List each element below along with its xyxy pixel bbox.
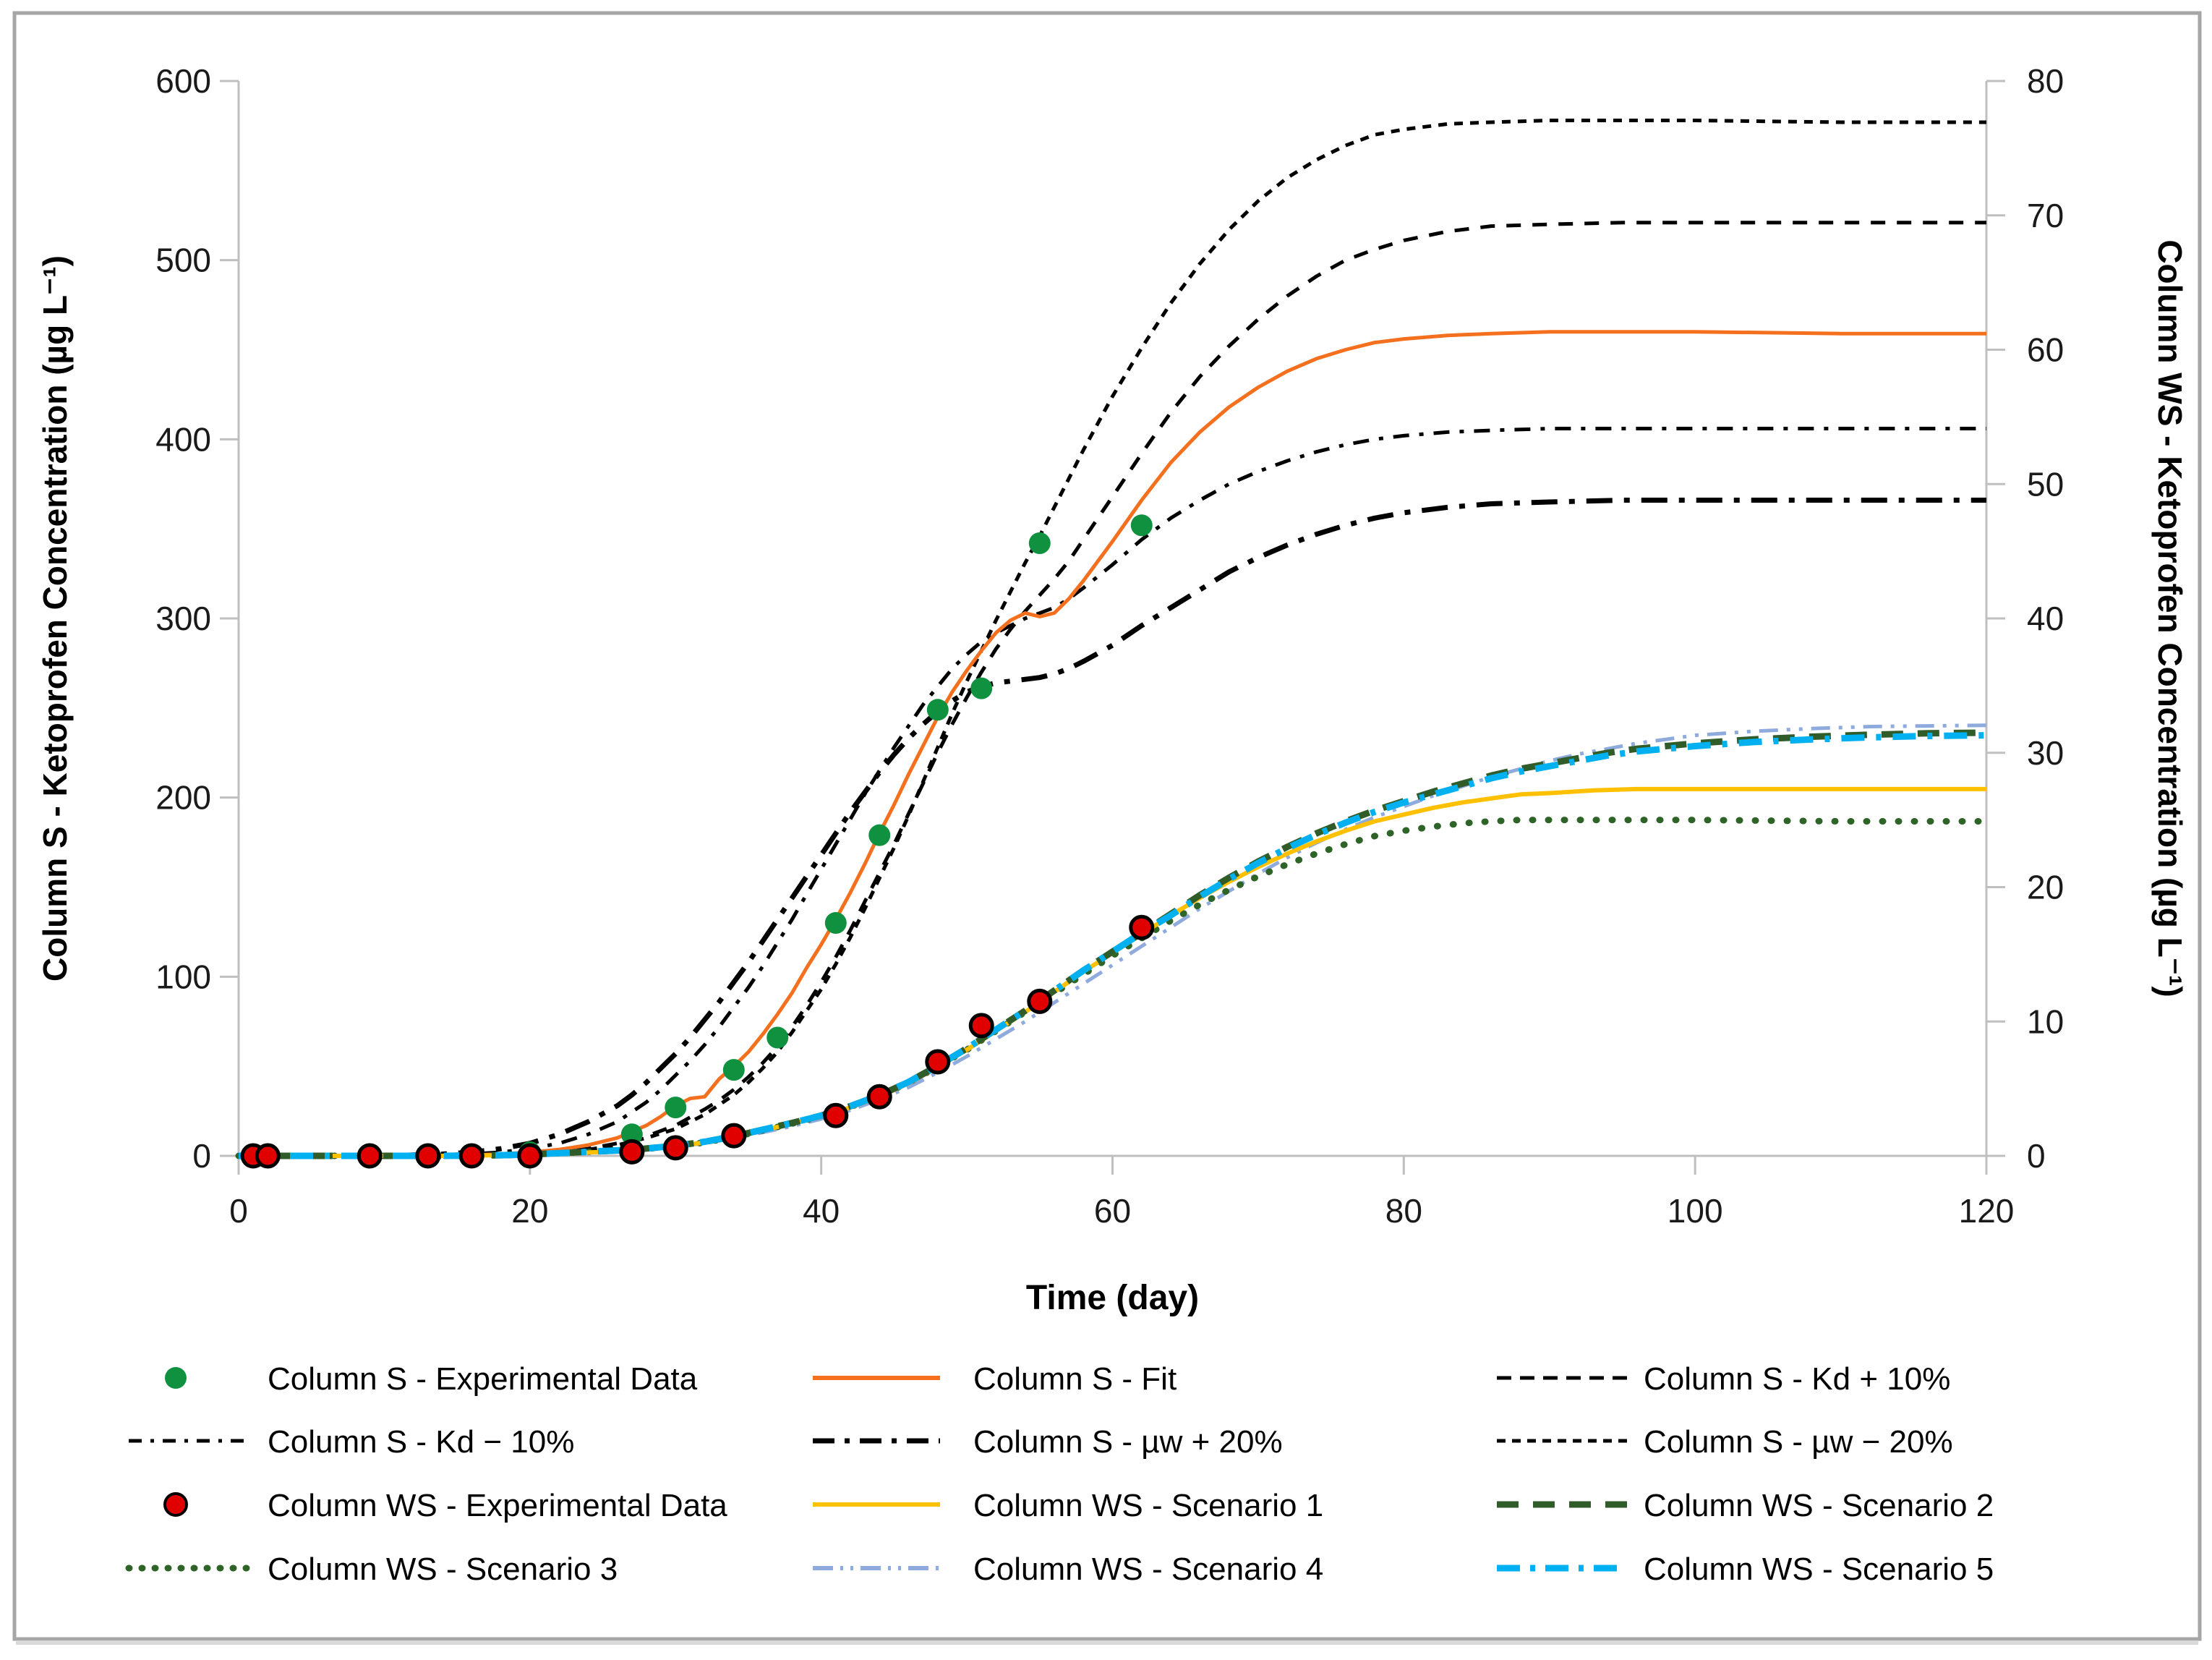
point-column-s-experimental-data [1028,532,1051,554]
point-column-ws-experimental-data [866,1084,892,1110]
right-axis-title: Column WS - Ketoprofen Concentration (µg… [2151,239,2189,997]
point-column-ws-experimental-data [925,1049,951,1075]
left-axis-tick-label: 600 [155,62,211,100]
x-axis-tick-label: 120 [1959,1192,2015,1230]
point-column-ws-experimental-data [356,1143,383,1169]
legend-label-column-s-kd-10-: Column S - Kd + 10% [1644,1361,1950,1397]
point-column-s-experimental-data [970,677,993,699]
legend-label-column-ws-scenario-5: Column WS - Scenario 5 [1644,1552,1994,1587]
right-axis-tick-label: 20 [2027,869,2064,906]
left-axis-tick-label: 0 [192,1137,211,1175]
right-axis-tick-label: 30 [2027,734,2064,772]
x-axis-tick-label: 80 [1385,1192,1422,1230]
point-column-ws-experimental-data [619,1138,645,1165]
right-axis-tick-label: 80 [2027,62,2064,100]
legend-label-column-s-kd-10-: Column S - Kd − 10% [268,1424,574,1460]
x-axis-tick-label: 20 [511,1192,548,1230]
right-axis-tick-label: 10 [2027,1003,2064,1040]
point-column-ws-experimental-data [415,1143,441,1169]
legend-marker-column-ws-experimental-data [163,1492,188,1517]
x-axis-title: Time (day) [1026,1279,1199,1317]
right-axis-tick-label: 40 [2027,600,2064,637]
point-column-ws-experimental-data [255,1143,281,1169]
point-column-s-experimental-data [926,699,949,721]
point-column-s-experimental-data [665,1097,687,1119]
point-column-ws-experimental-data [721,1123,747,1149]
point-column-s-experimental-data [722,1059,745,1081]
point-column-s-experimental-data [1130,514,1153,537]
legend-label-column-s-w-20-: Column S - µw − 20% [1644,1424,1953,1460]
left-axis-tick-label: 200 [155,779,211,817]
series-column-s-w-20- [239,119,1986,1158]
x-axis-tick-label: 0 [229,1192,248,1230]
legend-label-column-s-experimental-data: Column S - Experimental Data [268,1361,698,1397]
right-axis-tick-label: 50 [2027,465,2064,503]
point-column-ws-experimental-data [662,1135,688,1161]
legend-label-column-ws-scenario-1: Column WS - Scenario 1 [973,1488,1323,1523]
legend-label-column-ws-experimental-data: Column WS - Experimental Data [268,1488,727,1523]
point-column-ws-experimental-data [968,1013,994,1039]
left-axis-title: Column S - Ketoprofen Concentration (µg … [36,255,74,982]
series-column-s-kd-10- [239,221,1986,1158]
point-column-s-experimental-data [868,824,891,846]
series-column-ws-scenario-4 [239,723,1987,1158]
point-column-ws-experimental-data [1129,914,1155,940]
series-column-ws-scenario-1 [239,786,1986,1158]
point-column-ws-experimental-data [458,1143,484,1169]
series-column-s-w-20- [239,498,1986,1159]
figure-border [12,11,2202,1641]
point-column-ws-experimental-data [517,1143,543,1169]
legend-label-column-s-fit: Column S - Fit [973,1361,1177,1397]
series-column-s-kd-10- [239,427,1986,1158]
left-axis-tick-label: 300 [155,600,211,637]
point-column-s-experimental-data [824,912,847,935]
left-axis-tick-label: 500 [155,242,211,279]
series-column-ws-scenario-2 [239,729,1987,1159]
x-axis-tick-label: 60 [1094,1192,1131,1230]
right-axis-tick-label: 0 [2027,1137,2046,1175]
series-column-ws-scenario-3 [235,817,1990,1159]
legend-label-column-ws-scenario-3: Column WS - Scenario 3 [268,1552,618,1587]
left-axis-tick-label: 400 [155,420,211,458]
x-axis-tick-label: 100 [1667,1192,1723,1230]
right-axis-tick-label: 60 [2027,331,2064,369]
left-axis-tick-label: 100 [155,958,211,995]
legend-label-column-ws-scenario-4: Column WS - Scenario 4 [973,1552,1323,1587]
point-column-ws-experimental-data [823,1102,849,1128]
legend-label-column-ws-scenario-2: Column WS - Scenario 2 [1644,1488,1994,1523]
x-axis-tick-label: 40 [803,1192,840,1230]
point-column-s-experimental-data [766,1026,789,1049]
point-column-ws-experimental-data [1027,988,1053,1014]
series-column-ws-scenario-5 [239,732,1987,1159]
legend-label-column-s-w-20-: Column S - µw + 20% [973,1424,1283,1460]
point-column-s-experimental-data [620,1123,643,1146]
legend-marker-column-s-experimental-data [165,1367,187,1389]
right-axis-tick-label: 70 [2027,197,2064,234]
